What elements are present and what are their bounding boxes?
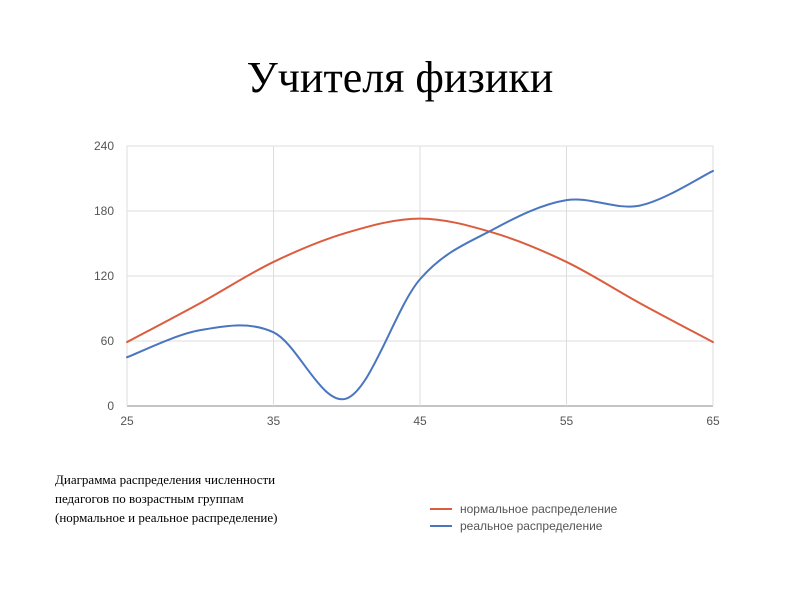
caption-line: (нормальное и реальное распределение) bbox=[55, 510, 278, 525]
legend-item-real: реальное распределение bbox=[430, 517, 617, 534]
x-tick-label: 45 bbox=[413, 414, 427, 428]
y-tick-label: 0 bbox=[107, 399, 114, 413]
series-line-normal bbox=[126, 217, 714, 344]
legend-swatch-real bbox=[430, 524, 452, 527]
x-tick-label: 55 bbox=[560, 414, 574, 428]
x-tick-label: 35 bbox=[267, 414, 281, 428]
caption-line: педагогов по возрастным группам bbox=[55, 491, 244, 506]
y-tick-label: 120 bbox=[94, 269, 114, 283]
x-tick-label: 25 bbox=[120, 414, 134, 428]
legend-item-normal: нормальное распределение bbox=[430, 500, 617, 517]
legend-swatch-normal bbox=[430, 507, 452, 510]
chart-tick-labels: 0 60 120 180 240 25 35 45 55 65 bbox=[94, 139, 720, 428]
chart-grid bbox=[126, 145, 714, 407]
legend-label-normal: нормальное распределение bbox=[460, 501, 618, 516]
legend-label-real: реальное распределение bbox=[460, 518, 603, 533]
y-tick-label: 240 bbox=[94, 139, 114, 153]
series-line-real bbox=[126, 169, 714, 401]
chart-caption: Диаграмма распределения численности педа… bbox=[55, 470, 355, 527]
slide-title: Учителя физики bbox=[246, 53, 554, 102]
x-tick-label: 65 bbox=[706, 414, 720, 428]
y-tick-label: 60 bbox=[101, 334, 115, 348]
chart-series bbox=[126, 169, 714, 401]
y-tick-label: 180 bbox=[94, 204, 114, 218]
chart-legend: нормальное распределение реальное распре… bbox=[430, 500, 617, 534]
caption-line: Диаграмма распределения численности bbox=[55, 472, 276, 487]
